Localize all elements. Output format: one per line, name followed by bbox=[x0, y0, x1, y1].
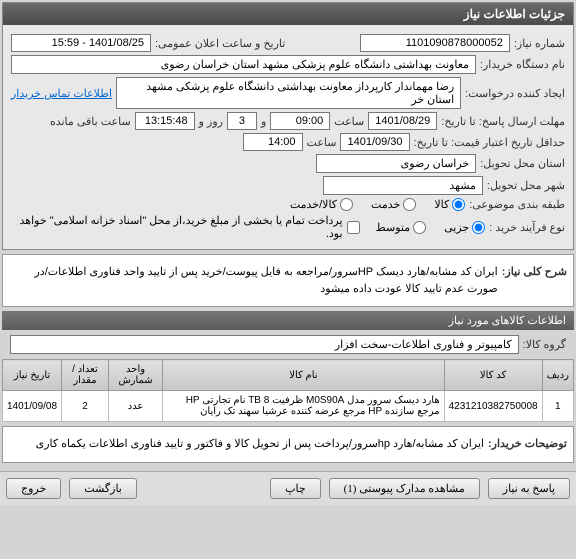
col-row: ردیف bbox=[542, 360, 573, 391]
desc-text: ایران کد مشابه/هارد دیسک HPسرور/مراجعه ب… bbox=[9, 264, 498, 297]
province-label: استان محل تحویل: bbox=[480, 157, 565, 170]
buyer-note-text: ایران کد مشابه/هارد hpسرور/پرداخت پس از … bbox=[36, 436, 484, 453]
col-code: کد کالا bbox=[444, 360, 542, 391]
time-label-1: ساعت bbox=[334, 115, 364, 128]
buyer-value: معاونت بهداشتی دانشگاه علوم پزشکی مشهد ا… bbox=[11, 55, 476, 74]
need-no-value: 1101090878000052 bbox=[360, 34, 510, 52]
exit-button[interactable]: خروج bbox=[6, 478, 61, 499]
col-unit: واحد شمارش bbox=[108, 360, 162, 391]
resp-time-value: 09:00 bbox=[270, 112, 330, 130]
and-label: و bbox=[261, 115, 266, 128]
reply-button[interactable]: پاسخ به نیاز bbox=[488, 478, 570, 499]
creator-value: رضا مهماندار کارپرداز معاونت بهداشتی دان… bbox=[116, 77, 461, 109]
buyer-note-label: توضیحات خریدار: bbox=[488, 436, 567, 453]
days-value: 3 bbox=[227, 112, 257, 130]
valid-label: حداقل تاریخ اعتبار قیمت: تا تاریخ: bbox=[414, 136, 565, 149]
payment-checkbox[interactable]: پرداخت تمام یا بخشی از مبلغ خرید،از محل … bbox=[11, 214, 360, 240]
city-value: مشهد bbox=[323, 176, 483, 195]
cell-n: 1 bbox=[542, 391, 573, 422]
table-row[interactable]: 1 4231210382750008 هارد دیسک سرور مدل M0… bbox=[3, 391, 574, 422]
buyer-label: نام دستگاه خریدار: bbox=[480, 58, 565, 71]
resp-date-value: 1401/08/29 bbox=[368, 112, 437, 130]
valid-date-value: 1401/09/30 bbox=[340, 133, 409, 151]
radio-both[interactable]: کالا/خدمت bbox=[290, 198, 353, 211]
back-button[interactable]: بازگشت bbox=[69, 478, 137, 499]
items-table: ردیف کد کالا نام کالا واحد شمارش تعداد /… bbox=[2, 359, 574, 422]
payment-note: پرداخت تمام یا بخشی از مبلغ خرید،از محل … bbox=[11, 214, 343, 240]
city-label: شهر محل تحویل: bbox=[487, 179, 565, 192]
category-label: طبقه بندی موضوعی: bbox=[469, 198, 565, 211]
group-value: کامپیوتر و فناوری اطلاعات-سخت افزار bbox=[10, 335, 519, 354]
col-qty: تعداد / مقدار bbox=[62, 360, 109, 391]
attachments-button[interactable]: مشاهده مدارک پیوستی (1) bbox=[329, 478, 480, 499]
panel-title: جزئیات اطلاعات نیاز bbox=[3, 3, 573, 25]
group-label: گروه کالا: bbox=[523, 338, 566, 351]
need-no-label: شماره نیاز: bbox=[514, 37, 565, 50]
radio-goods-label: کالا bbox=[434, 198, 449, 211]
radio-both-label: کالا/خدمت bbox=[290, 198, 337, 211]
cell-date: 1401/09/08 bbox=[3, 391, 62, 422]
time-label-2: ساعت bbox=[307, 136, 337, 149]
items-section-title: اطلاعات کالاهای مورد نیاز bbox=[2, 311, 574, 330]
print-button[interactable]: چاپ bbox=[270, 478, 321, 499]
resp-deadline-label: مهلت ارسال پاسخ: تا تاریخ: bbox=[441, 115, 565, 128]
desc-label: شرح کلی نیاز: bbox=[502, 264, 567, 281]
radio-low-label: جزیی bbox=[444, 221, 469, 234]
radio-mid-label: متوسط bbox=[376, 221, 411, 234]
province-value: خراسان رضوی bbox=[316, 154, 476, 173]
creator-label: ایجاد کننده درخواست: bbox=[465, 87, 565, 100]
cell-name: هارد دیسک سرور مدل M0S90A ظرفیت TB 8 نام… bbox=[163, 391, 444, 422]
pub-date-label: تاریخ و ساعت اعلان عمومی: bbox=[155, 37, 285, 50]
buyer-contact-link[interactable]: اطلاعات تماس خریدار bbox=[11, 87, 112, 100]
col-name: نام کالا bbox=[163, 360, 444, 391]
button-bar: پاسخ به نیاز مشاهده مدارک پیوستی (1) چاپ… bbox=[0, 471, 576, 505]
cell-qty: 2 bbox=[62, 391, 109, 422]
day-label: روز و bbox=[199, 115, 223, 128]
col-date: تاریخ نیاز bbox=[3, 360, 62, 391]
remaining-value: 13:15:48 bbox=[135, 112, 195, 130]
pub-date-value: 1401/08/25 - 15:59 bbox=[11, 34, 151, 52]
process-label: نوع فرآیند خرید : bbox=[489, 221, 565, 234]
radio-mid[interactable]: متوسط bbox=[376, 221, 427, 234]
radio-service-label: خدمت bbox=[371, 198, 400, 211]
cell-unit: عدد bbox=[108, 391, 162, 422]
cell-code: 4231210382750008 bbox=[444, 391, 542, 422]
radio-low[interactable]: جزیی bbox=[444, 221, 485, 234]
radio-service[interactable]: خدمت bbox=[371, 198, 416, 211]
radio-goods[interactable]: کالا bbox=[434, 198, 465, 211]
valid-time-value: 14:00 bbox=[243, 133, 303, 151]
remain-label: ساعت باقی مانده bbox=[50, 115, 131, 128]
